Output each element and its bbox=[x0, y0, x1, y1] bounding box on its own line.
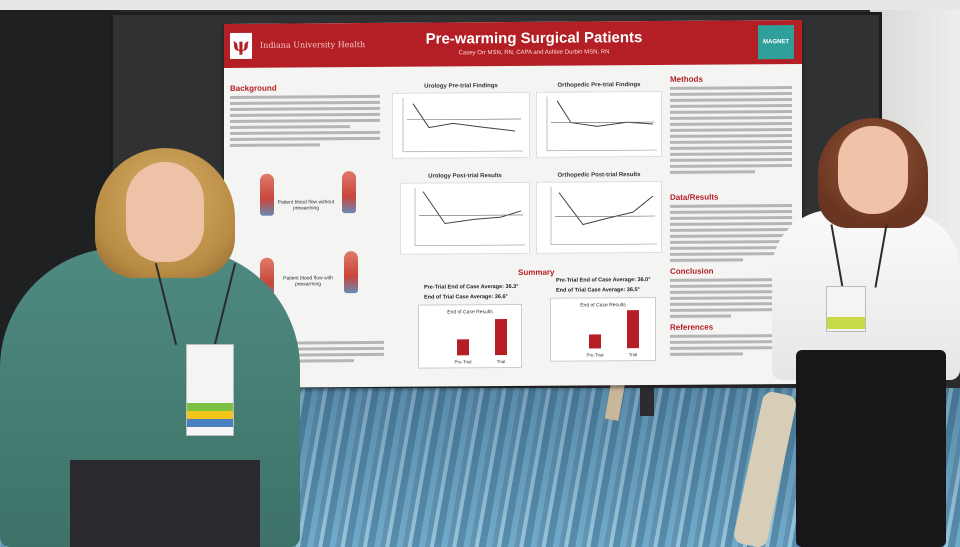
ortho-post-plot bbox=[550, 186, 657, 246]
bar-left-label-trial: Trial bbox=[496, 359, 506, 365]
ortho-pre-chart: Orthopedic Pre-trial Findings bbox=[536, 82, 662, 158]
body-figure-4 bbox=[344, 251, 358, 294]
urology-post-chart: Urology Post-trial Results bbox=[400, 173, 530, 255]
urology-post-title: Urology Post-trial Results bbox=[428, 173, 502, 180]
bar-chart-left-title: End of Case Results bbox=[447, 309, 493, 316]
figure-label-with: Patient blood flow with prewarming bbox=[283, 275, 333, 288]
references-heading: References bbox=[670, 322, 714, 332]
presenter-right-face bbox=[838, 126, 908, 214]
summary-right-pre: Pre-Trial End of Case Average: 36.0° bbox=[556, 277, 651, 284]
ortho-pre-title: Orthopedic Pre-trial Findings bbox=[557, 82, 641, 89]
ortho-pre-plot bbox=[546, 96, 657, 152]
summary-right-post: End of Trial Case Average: 36.5° bbox=[556, 287, 640, 294]
bar-chart-right-title: End of Case Results bbox=[580, 302, 626, 309]
urology-pre-chart: Urology Pre-trial Findings bbox=[392, 83, 530, 159]
bar-left-pretrial bbox=[457, 339, 469, 356]
passerby-legs bbox=[600, 379, 670, 440]
bar-right-label-pre: Pre-Trial bbox=[586, 352, 604, 358]
figure-label-without: Patient blood flow without prewarming bbox=[277, 199, 335, 212]
bar-right-label-trial: Trial bbox=[628, 352, 638, 358]
bar-right-trial bbox=[627, 310, 639, 349]
research-poster: ψ Indiana University Health Pre-warming … bbox=[224, 19, 802, 389]
badge-right-stripe bbox=[827, 317, 865, 329]
name-badge-left bbox=[186, 344, 234, 436]
data-results-heading: Data/Results bbox=[670, 192, 719, 202]
presenter-left-face bbox=[126, 162, 204, 262]
badge-stripe-blue bbox=[187, 419, 233, 427]
background-text bbox=[230, 94, 380, 150]
name-badge-right bbox=[826, 286, 866, 332]
summary-left-pre: Pre-Trial End of Case Average: 36.3° bbox=[424, 283, 519, 291]
iu-logo-icon: ψ bbox=[230, 32, 252, 59]
ortho-post-chart: Orthopedic Post-trial Results bbox=[536, 172, 662, 254]
badge-stripe-yellow bbox=[187, 411, 233, 419]
urology-pre-title: Urology Pre-trial Findings bbox=[424, 83, 498, 90]
bar-chart-left: End of Case Results Pre-Trial Trial bbox=[418, 303, 522, 369]
urology-pre-plot bbox=[402, 97, 523, 153]
ortho-post-title: Orthopedic Post-trial Results bbox=[557, 172, 641, 179]
background-heading: Background bbox=[230, 83, 277, 93]
summary-heading: Summary bbox=[518, 267, 555, 277]
institution-name: Indiana University Health bbox=[260, 40, 366, 50]
poster-header: ψ Indiana University Health Pre-warming … bbox=[224, 19, 802, 69]
bar-chart-right: End of Case Results Pre-Trial Trial bbox=[550, 297, 656, 362]
badge-stripe-green bbox=[187, 403, 233, 411]
bar-right-pretrial bbox=[589, 334, 601, 349]
summary-left-post: End of Trial Case Average: 36.6° bbox=[424, 294, 508, 301]
body-figure-2 bbox=[342, 171, 356, 214]
magnet-badge: MAGNET bbox=[758, 25, 794, 60]
urology-post-plot bbox=[414, 187, 525, 246]
bar-left-trial bbox=[495, 319, 507, 356]
methods-heading: Methods bbox=[670, 74, 703, 84]
presenter-left-pants bbox=[70, 460, 260, 547]
body-figure-1 bbox=[260, 173, 274, 216]
poster-authors: Casey Orr MSN, RN, CAPA and Ashlee Durbi… bbox=[458, 49, 610, 57]
presenter-right-pants bbox=[796, 350, 946, 547]
methods-text bbox=[670, 86, 792, 177]
poster-title: Pre-warming Surgical Patients bbox=[425, 29, 643, 48]
conclusion-heading: Conclusion bbox=[670, 266, 714, 276]
bar-left-label-pre: Pre-Trial bbox=[454, 359, 472, 365]
